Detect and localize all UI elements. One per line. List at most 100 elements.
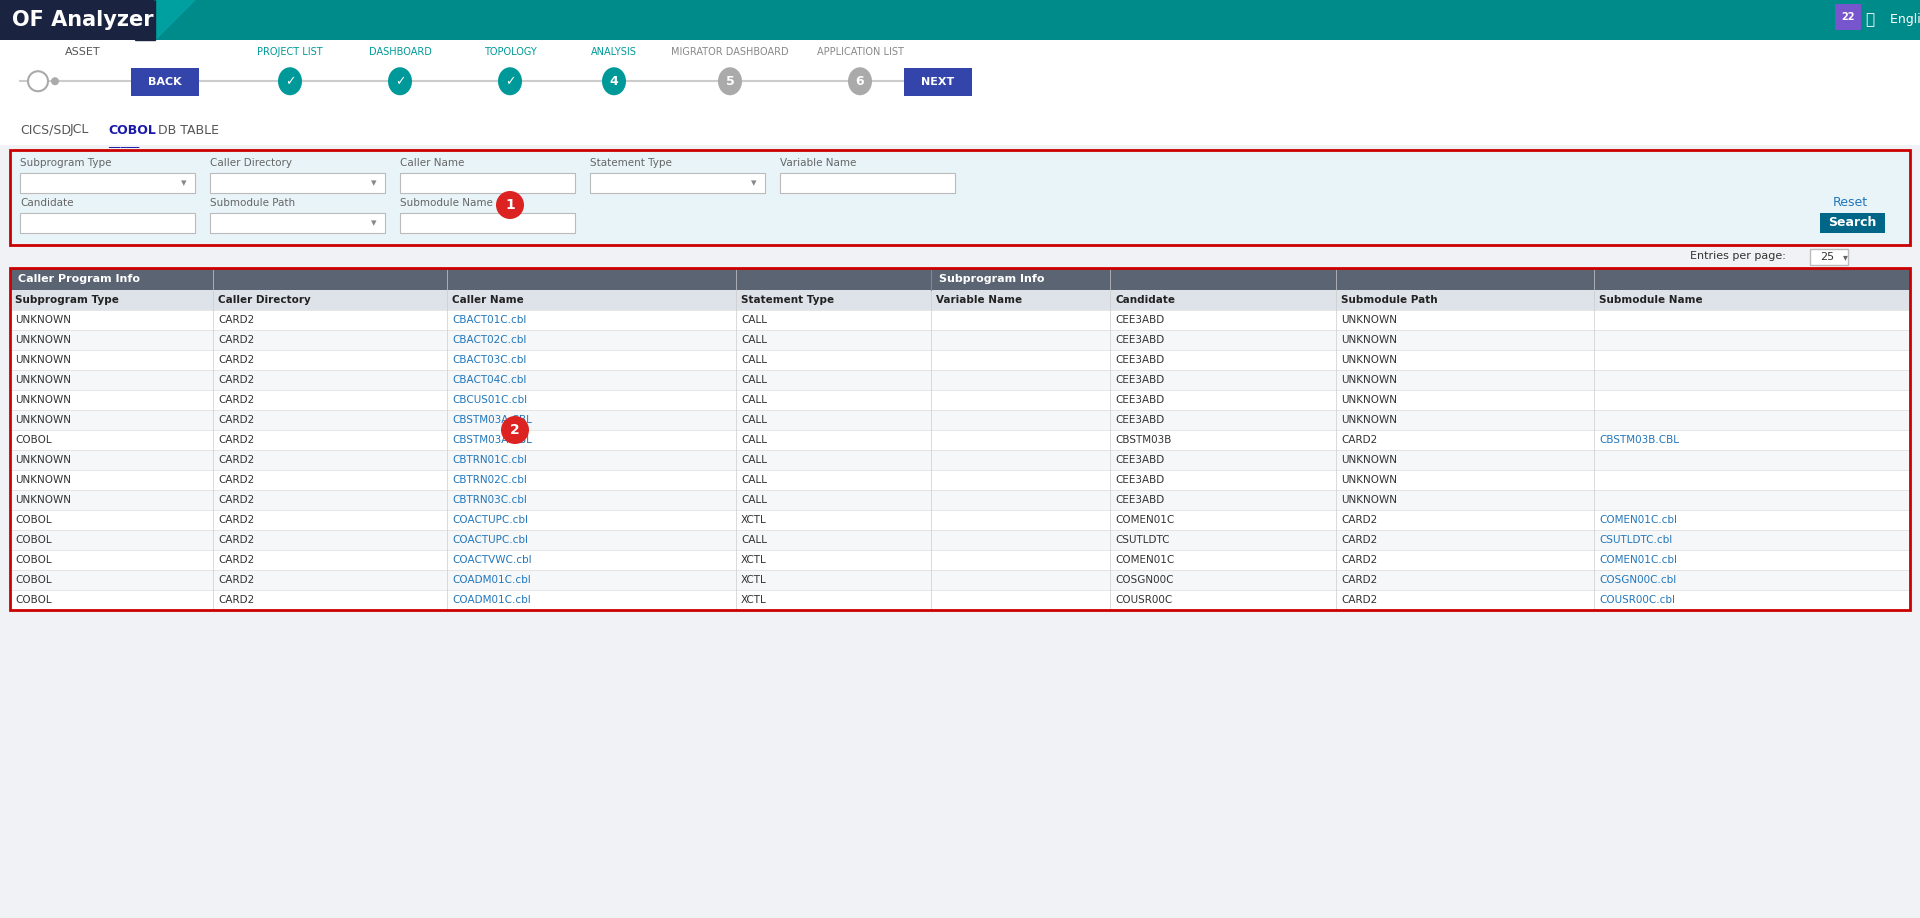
Circle shape xyxy=(501,416,530,444)
Text: COADM01C.cbl: COADM01C.cbl xyxy=(451,595,530,605)
Bar xyxy=(209,213,386,233)
Text: Subprogram Type: Subprogram Type xyxy=(19,158,111,168)
Text: CEE3ABD: CEE3ABD xyxy=(1116,355,1164,365)
Text: CALL: CALL xyxy=(741,415,766,425)
Text: OF Analyzer: OF Analyzer xyxy=(12,10,154,30)
Text: UNKNOWN: UNKNOWN xyxy=(15,415,71,425)
Text: COBOL: COBOL xyxy=(15,575,52,585)
Text: PROJECT LIST: PROJECT LIST xyxy=(257,47,323,57)
Text: CARD2: CARD2 xyxy=(219,575,253,585)
Text: UNKNOWN: UNKNOWN xyxy=(1340,495,1398,505)
Bar xyxy=(131,68,200,96)
Text: COMEN01C: COMEN01C xyxy=(1116,515,1175,525)
Text: Caller Name: Caller Name xyxy=(399,158,465,168)
Bar xyxy=(19,173,196,193)
Text: UNKNOWN: UNKNOWN xyxy=(1340,415,1398,425)
Text: XCTL: XCTL xyxy=(741,595,766,605)
Bar xyxy=(10,150,1910,245)
Text: ▾: ▾ xyxy=(180,178,186,188)
Text: COBOL: COBOL xyxy=(15,535,52,545)
Text: CBTRN01C.cbl: CBTRN01C.cbl xyxy=(451,455,526,465)
Text: ▾: ▾ xyxy=(1843,252,1847,262)
Text: _____: _____ xyxy=(108,136,140,149)
Text: 4: 4 xyxy=(611,74,618,88)
Text: UNKNOWN: UNKNOWN xyxy=(15,335,71,345)
Text: Caller Program Info: Caller Program Info xyxy=(17,274,140,284)
Bar xyxy=(10,310,1910,330)
Text: Reset: Reset xyxy=(1832,196,1868,209)
Ellipse shape xyxy=(603,67,626,95)
Text: XCTL: XCTL xyxy=(741,515,766,525)
Bar xyxy=(10,430,1910,450)
Text: CEE3ABD: CEE3ABD xyxy=(1116,495,1164,505)
Text: TOPOLOGY: TOPOLOGY xyxy=(484,47,536,57)
Polygon shape xyxy=(156,0,196,40)
Text: Caller Directory: Caller Directory xyxy=(219,295,311,305)
Text: CARD2: CARD2 xyxy=(219,375,253,385)
Text: CARD2: CARD2 xyxy=(219,475,253,485)
Text: Subprogram Info: Subprogram Info xyxy=(939,274,1044,284)
Text: COACTUPC.cbl: COACTUPC.cbl xyxy=(451,515,528,525)
Text: Variable Name: Variable Name xyxy=(937,295,1021,305)
Bar xyxy=(10,490,1910,510)
Text: CBSTM03B.CBL: CBSTM03B.CBL xyxy=(1599,435,1678,445)
Bar xyxy=(0,0,156,40)
Text: COUSR00C: COUSR00C xyxy=(1116,595,1173,605)
Text: COSGN00C.cbl: COSGN00C.cbl xyxy=(1599,575,1676,585)
Text: CARD2: CARD2 xyxy=(1340,435,1377,445)
Bar xyxy=(10,450,1910,470)
Text: CALL: CALL xyxy=(741,455,766,465)
Text: UNKNOWN: UNKNOWN xyxy=(1340,335,1398,345)
Text: COMEN01C: COMEN01C xyxy=(1116,555,1175,565)
Text: CICS/SD: CICS/SD xyxy=(19,124,71,137)
Text: CBCUS01C.cbl: CBCUS01C.cbl xyxy=(451,395,528,405)
Text: BACK: BACK xyxy=(148,77,182,87)
Bar xyxy=(10,570,1910,590)
Bar xyxy=(399,173,574,193)
Text: English ▾: English ▾ xyxy=(1889,14,1920,27)
Text: CBACT04C.cbl: CBACT04C.cbl xyxy=(451,375,526,385)
Text: CBTRN03C.cbl: CBTRN03C.cbl xyxy=(451,495,526,505)
Text: CARD2: CARD2 xyxy=(219,315,253,325)
Text: UNKNOWN: UNKNOWN xyxy=(15,455,71,465)
Text: UNKNOWN: UNKNOWN xyxy=(15,375,71,385)
Text: UNKNOWN: UNKNOWN xyxy=(1340,395,1398,405)
Text: UNKNOWN: UNKNOWN xyxy=(1340,455,1398,465)
Text: CARD2: CARD2 xyxy=(1340,555,1377,565)
Text: MIGRATOR DASHBOARD: MIGRATOR DASHBOARD xyxy=(672,47,789,57)
Text: 25: 25 xyxy=(1820,252,1834,262)
Bar xyxy=(10,550,1910,570)
Text: CEE3ABD: CEE3ABD xyxy=(1116,395,1164,405)
Text: CEE3ABD: CEE3ABD xyxy=(1116,455,1164,465)
Bar xyxy=(10,530,1910,550)
Bar xyxy=(399,213,574,233)
Text: CBACT02C.cbl: CBACT02C.cbl xyxy=(451,335,526,345)
Text: COBOL: COBOL xyxy=(15,555,52,565)
Bar xyxy=(780,173,954,193)
Text: Candidate: Candidate xyxy=(1116,295,1175,305)
Text: Entries per page:: Entries per page: xyxy=(1690,251,1786,261)
Text: CARD2: CARD2 xyxy=(219,535,253,545)
Text: COBOL: COBOL xyxy=(15,435,52,445)
Bar xyxy=(0,40,1920,115)
Ellipse shape xyxy=(278,67,301,95)
Text: CARD2: CARD2 xyxy=(1340,515,1377,525)
Text: CALL: CALL xyxy=(741,375,766,385)
Text: CARD2: CARD2 xyxy=(219,495,253,505)
Text: CARD2: CARD2 xyxy=(219,335,253,345)
Text: Submodule Path: Submodule Path xyxy=(209,198,296,208)
Text: 5: 5 xyxy=(726,74,733,88)
Text: UNKNOWN: UNKNOWN xyxy=(15,395,71,405)
Text: CBTRN02C.cbl: CBTRN02C.cbl xyxy=(451,475,526,485)
Bar xyxy=(10,268,1910,610)
Text: 22: 22 xyxy=(1841,12,1855,22)
Text: 🔔: 🔔 xyxy=(1866,13,1874,28)
Text: CALL: CALL xyxy=(741,335,766,345)
Text: CARD2: CARD2 xyxy=(219,415,253,425)
Bar xyxy=(10,390,1910,410)
Text: CALL: CALL xyxy=(741,395,766,405)
Bar xyxy=(1836,4,1860,30)
Text: CBACT01C.cbl: CBACT01C.cbl xyxy=(451,315,526,325)
Bar xyxy=(10,510,1910,530)
Bar xyxy=(10,350,1910,370)
